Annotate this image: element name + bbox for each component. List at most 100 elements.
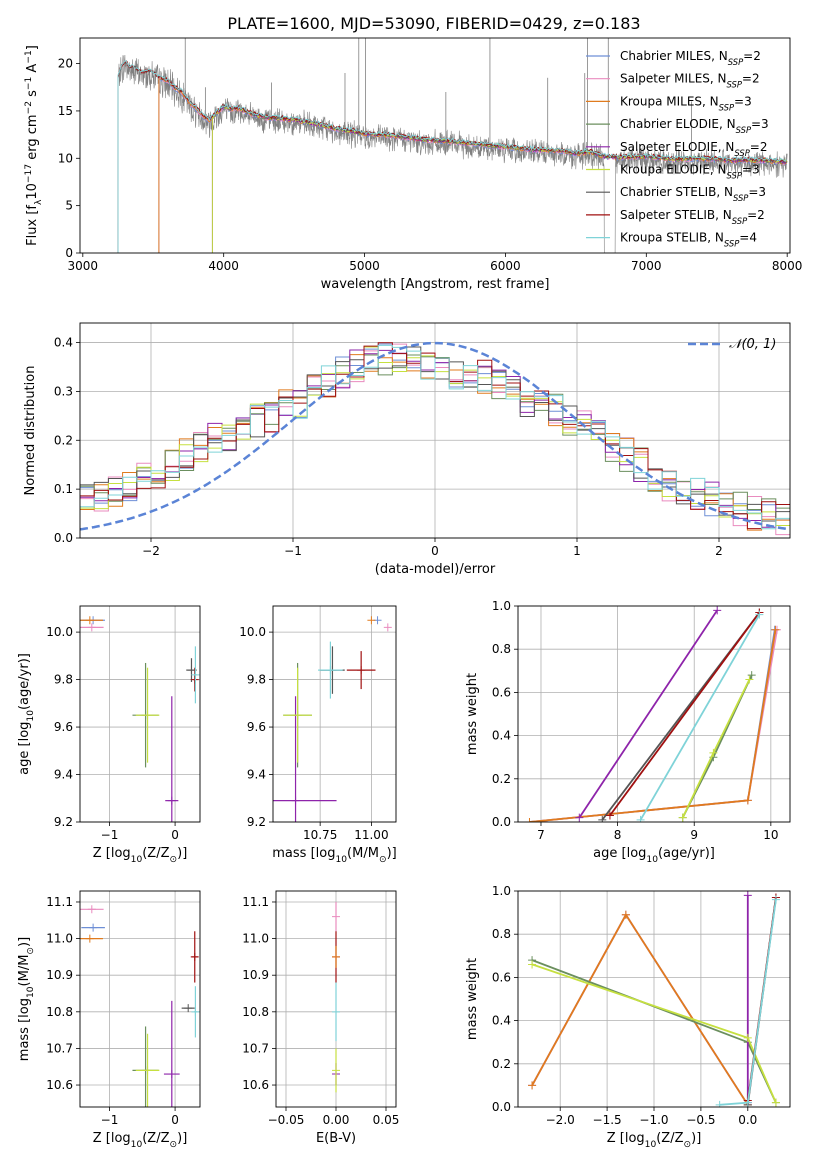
legend: Chabrier MILES, NSSP=2 Salpeter MILES, NS… (586, 49, 769, 249)
y-tick-label: 0.2 (54, 433, 73, 447)
plot-area (80, 616, 200, 822)
y-tick-label: 10.0 (46, 625, 73, 639)
x-tick-label: 0 (171, 828, 179, 842)
marker (191, 670, 200, 679)
marker (187, 666, 196, 675)
point-salpeter-miles (332, 901, 340, 932)
weight-vs-metallicity-panel: −2.0 −1.5 −1.0 −0.5 0.0 0.0 0.2 0.4 0.6 0.8 1.0 Z [… (465, 884, 791, 1150)
y-tick-label: 0.8 (492, 642, 511, 656)
y-tick-label: 1.0 (492, 599, 511, 613)
point-salpeter-elodie (165, 696, 179, 822)
point-kroupa-stelib (191, 646, 200, 704)
y-tick-label: 9.8 (247, 673, 266, 687)
x-axis-label: Z [log10(Z/Z⊙)] (607, 1131, 702, 1150)
y-tick-label: 10.8 (242, 1005, 269, 1019)
x-tick-label: −2 (142, 544, 160, 558)
legend-entry: 𝒩(0, 1) (729, 337, 776, 352)
marker (525, 818, 534, 822)
marker (184, 1004, 193, 1013)
axes-frame (79, 37, 791, 254)
marker (621, 910, 630, 919)
point-kroupa-elodie (332, 1048, 340, 1093)
marker (709, 748, 718, 757)
y-tick-label: 0.2 (492, 772, 511, 786)
plot-area (80, 905, 200, 1107)
y-tick-label: 0.2 (492, 1057, 511, 1071)
marker (743, 796, 752, 805)
marker (743, 1033, 752, 1042)
x-tick-label: 8000 (772, 259, 803, 273)
point-chabrier-stelib (181, 1004, 195, 1013)
y-axis-label: Normed distribution (23, 366, 38, 496)
x-axis-label: Z [log10(Z/Z⊙)] (93, 846, 188, 865)
x-tick-label: 0.0 (738, 1113, 757, 1127)
marker (85, 616, 94, 625)
marker (143, 1066, 152, 1075)
x-axis-label: Z [log10(Z/Z⊙)] (93, 1131, 188, 1150)
marker (190, 952, 199, 961)
model-salpeter-miles (158, 77, 787, 253)
y-axis-label: age [log10(age/yr)] (17, 653, 36, 775)
x-tick-label: 1 (573, 544, 581, 558)
marker (293, 711, 302, 720)
x-tick-label: 7000 (631, 259, 662, 273)
y-axis-label: Flux [fλ10−17 erg cm−2 s−1 A−1] (24, 45, 44, 246)
axes-frame (79, 890, 201, 1108)
x-tick-label: 6000 (490, 259, 521, 273)
legend-entry: Salpeter ELODIE, NSSP=2 (620, 140, 768, 158)
plot-area (525, 606, 781, 822)
x-axis-label: wavelength [Angstrom, rest frame] (321, 277, 550, 292)
y-tick-label: 9.4 (247, 768, 266, 782)
histogram-kroupa-stelib (80, 344, 790, 530)
y-tick-label: 11.0 (46, 932, 73, 946)
x-tick-label: 2 (715, 544, 723, 558)
point-kroupa-stelib (318, 641, 343, 699)
axes-frame (517, 605, 791, 823)
point-kroupa-miles (367, 616, 376, 625)
marker (771, 625, 780, 634)
point-kroupa-elodie (283, 667, 312, 763)
marker (745, 675, 754, 684)
x-tick-label: 11.00 (354, 828, 388, 842)
marker (528, 1081, 537, 1090)
y-tick-label: 11.1 (242, 895, 269, 909)
plot-area (80, 341, 790, 536)
x-tick-label: 3000 (68, 259, 99, 273)
x-tick-label: −1 (101, 828, 119, 842)
marker (332, 912, 340, 921)
point-salpeter-stelib (190, 931, 199, 983)
y-tick-label: 0.8 (492, 927, 511, 941)
x-tick-label: −0.5 (686, 1113, 715, 1127)
marker (575, 813, 584, 822)
marker (143, 711, 152, 720)
x-tick-label: −1.0 (639, 1113, 668, 1127)
y-tick-label: 0.0 (492, 1100, 511, 1114)
y-tick-label: 20 (58, 57, 73, 71)
y-tick-label: 10 (58, 151, 73, 165)
y-tick-label: 0.4 (492, 1014, 511, 1028)
point-kroupa-miles (80, 616, 103, 625)
residuals-panel: −2 −1 0 1 2 0.0 0.1 0.2 0.3 0.4 (data-model)/error… (23, 322, 791, 577)
mass-vs-metallicity-panel: −1 0 10.6 10.7 10.8 10.9 11.0 11.1 Z [log10(Z/Z⊙… (17, 890, 201, 1150)
marker (598, 815, 607, 822)
y-tick-label: 10.8 (46, 1005, 73, 1019)
x-tick-label: 10.75 (303, 828, 337, 842)
marker (87, 905, 96, 914)
axes-frame (275, 890, 397, 1108)
weight-vs-age-panel: 7 8 9 10 0.0 0.2 0.4 0.6 0.8 1.0 age [log10(age/yr… (465, 599, 791, 865)
point-kroupa-miles (80, 934, 103, 943)
x-tick-label: 8 (614, 828, 622, 842)
marker (85, 934, 94, 943)
marker (89, 923, 98, 932)
y-tick-label: 11.0 (242, 932, 269, 946)
y-tick-label: 15 (58, 104, 73, 118)
y-tick-label: 9.4 (54, 768, 73, 782)
x-tick-label: 0.05 (373, 1113, 400, 1127)
x-tick-label: 5000 (349, 259, 380, 273)
x-axis-label: E(B-V) (316, 1131, 356, 1146)
y-tick-label: 9.2 (247, 815, 266, 829)
marker (190, 675, 199, 684)
series-line (578, 609, 718, 819)
plot-area (332, 901, 340, 1093)
age-vs-mass-panel: 10.75 11.00 9.2 9.4 9.6 9.8 10.0 mass [log10(M/… (239, 605, 397, 865)
